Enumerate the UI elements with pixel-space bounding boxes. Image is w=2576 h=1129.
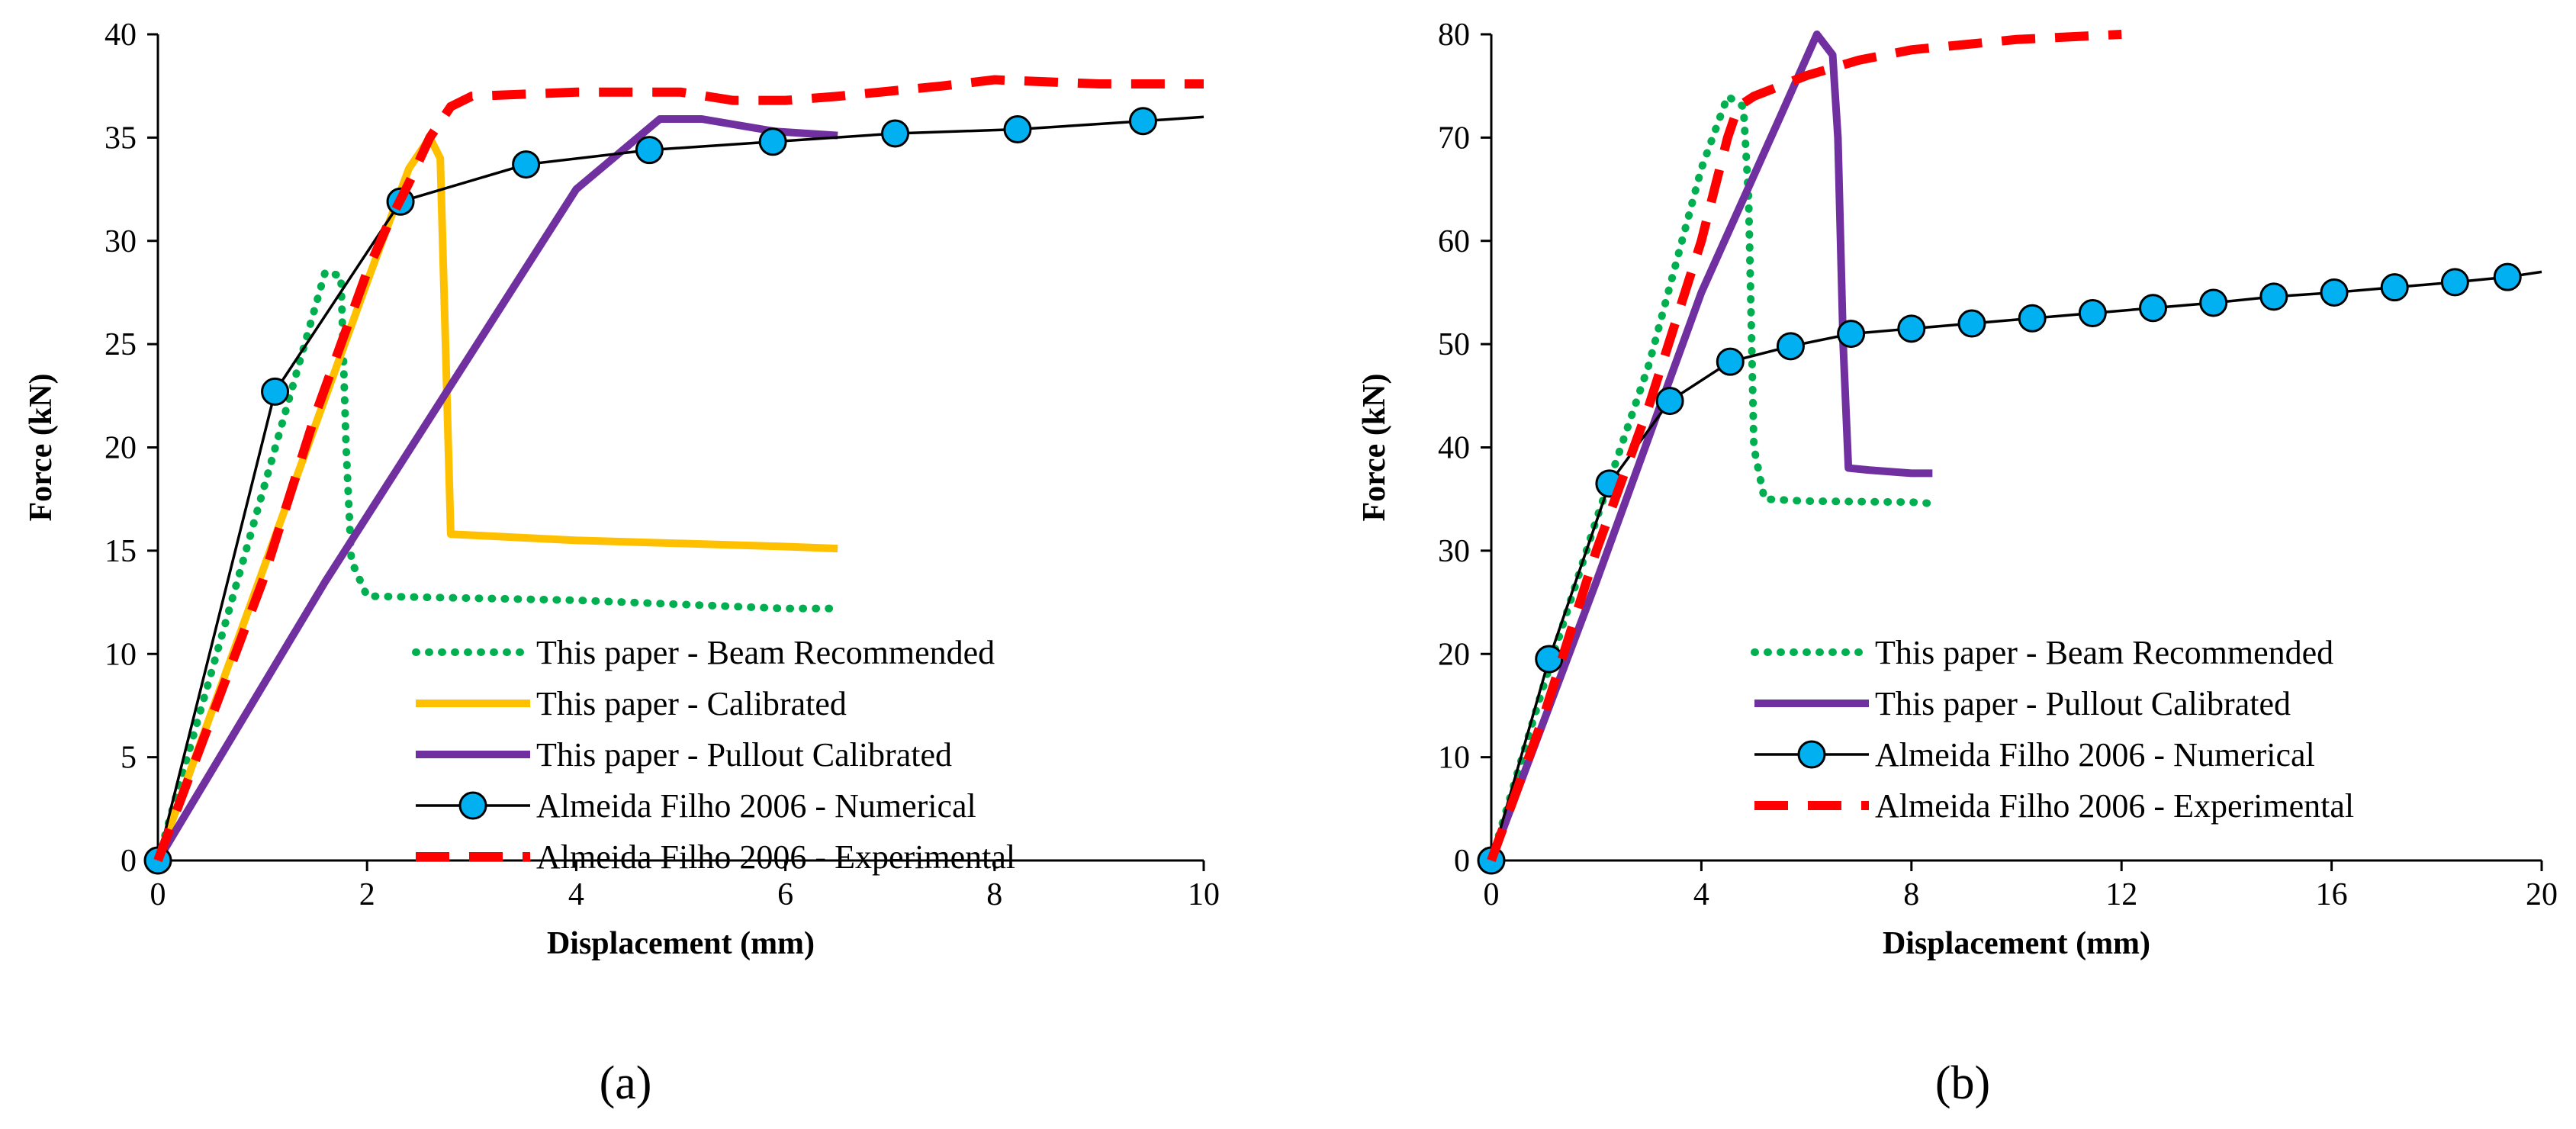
legend-item: This paper - Calibrated bbox=[416, 685, 847, 722]
data-point-marker bbox=[2320, 278, 2349, 307]
chart-panel-b: 0 4 8 12 16 20 0 10 20 30 40 50 60 70 80 Displacement (… bbox=[1357, 18, 2558, 1109]
y-tick-label: 30 bbox=[1438, 534, 1470, 569]
y-tick-label: 15 bbox=[105, 534, 137, 569]
y-axis-title: Force (kN) bbox=[24, 374, 59, 522]
x-tick-label: 16 bbox=[2316, 877, 2348, 912]
legend-marker bbox=[458, 791, 487, 820]
y-tick-label: 20 bbox=[1438, 637, 1470, 672]
y-tick-label: 80 bbox=[1438, 18, 1470, 53]
data-point-marker bbox=[1897, 314, 1926, 343]
legend-item: This paper - Beam Recommended bbox=[1751, 634, 2333, 671]
y-tick-label: 40 bbox=[105, 18, 137, 53]
data-point-marker bbox=[1957, 309, 1986, 338]
y-tick-label: 0 bbox=[121, 844, 137, 879]
legend-label: This paper - Pullout Calibrated bbox=[1875, 685, 2291, 722]
x-tick-label: 0 bbox=[1484, 877, 1500, 912]
x-tick-label: 4 bbox=[568, 877, 584, 912]
y-tick-label: 60 bbox=[1438, 224, 1470, 259]
data-point-marker bbox=[261, 377, 290, 406]
legend-item: Almeida Filho 2006 - Numerical bbox=[1754, 736, 2315, 774]
x-tick-label: 8 bbox=[1903, 877, 1919, 912]
y-tick-label: 20 bbox=[105, 431, 137, 466]
series-line-1 bbox=[154, 267, 842, 864]
data-point-marker bbox=[2259, 282, 2288, 311]
series-line-4 bbox=[156, 115, 1204, 861]
legend-item: Almeida Filho 2006 - Experimental bbox=[416, 838, 1015, 876]
x-tick-label: 0 bbox=[150, 877, 166, 912]
x-tick-label: 2 bbox=[359, 877, 375, 912]
data-point-marker bbox=[2139, 294, 2168, 323]
legend-label: This paper - Beam Recommended bbox=[536, 634, 995, 671]
data-point-marker bbox=[1716, 347, 1745, 376]
series-line-4 bbox=[1487, 30, 2122, 863]
legend-label: Almeida Filho 2006 - Numerical bbox=[536, 787, 976, 825]
data-point-marker bbox=[1655, 387, 1684, 416]
y-axis-title: Force (kN) bbox=[1357, 374, 1392, 522]
legend-label: This paper - Calibrated bbox=[536, 685, 847, 722]
legend-label: This paper - Pullout Calibrated bbox=[536, 736, 952, 774]
data-point-marker bbox=[881, 119, 910, 148]
data-point-marker bbox=[512, 150, 541, 179]
chart-panel-a: 0 2 4 6 8 10 0 5 10 15 20 25 30 35 40 Displacement (mm)… bbox=[24, 18, 1220, 1109]
legend-item: This paper - Beam Recommended bbox=[412, 634, 995, 671]
y-tick-label: 50 bbox=[1438, 327, 1470, 362]
legend: This paper - Beam Recommended This paper … bbox=[412, 634, 1015, 876]
legend-item: Almeida Filho 2006 - Numerical bbox=[416, 787, 976, 825]
x-tick-label: 12 bbox=[2105, 877, 2137, 912]
series-line-2 bbox=[1487, 31, 1933, 862]
data-point-marker bbox=[1535, 645, 1564, 674]
y-tick-label: 70 bbox=[1438, 121, 1470, 156]
data-point-marker bbox=[1128, 107, 1157, 136]
legend-item: Almeida Filho 2006 - Experimental bbox=[1754, 787, 2354, 825]
y-tick-label: 10 bbox=[105, 637, 137, 672]
legend-label: This paper - Beam Recommended bbox=[1875, 634, 2333, 671]
panel-caption: (b) bbox=[1935, 1057, 1990, 1109]
data-point-marker bbox=[1837, 320, 1866, 349]
data-point-marker bbox=[2199, 288, 2228, 317]
data-point-marker bbox=[2380, 273, 2409, 302]
data-point-marker bbox=[2078, 299, 2107, 328]
data-point-marker bbox=[2018, 304, 2047, 333]
y-tick-label: 25 bbox=[105, 327, 137, 362]
data-point-marker bbox=[1003, 115, 1032, 144]
y-tick-label: 35 bbox=[105, 121, 137, 156]
legend: This paper - Beam Recommended This paper … bbox=[1751, 634, 2354, 825]
data-point-marker bbox=[1776, 332, 1805, 361]
x-axis-title: Displacement (mm) bbox=[1883, 926, 2150, 961]
x-tick-label: 4 bbox=[1693, 877, 1709, 912]
plot-area bbox=[143, 75, 1204, 875]
legend-marker bbox=[1797, 740, 1826, 769]
data-point-marker bbox=[2493, 262, 2522, 291]
y-tick-label: 40 bbox=[1438, 431, 1470, 466]
legend-item: This paper - Pullout Calibrated bbox=[416, 736, 952, 774]
x-tick-label: 20 bbox=[2526, 877, 2558, 912]
y-tick-label: 5 bbox=[121, 741, 137, 776]
x-tick-label: 8 bbox=[986, 877, 1002, 912]
legend-item: This paper - Pullout Calibrated bbox=[1754, 685, 2291, 722]
y-tick-label: 30 bbox=[105, 224, 137, 259]
data-point-marker bbox=[758, 127, 787, 156]
legend-label: Almeida Filho 2006 - Experimental bbox=[536, 838, 1015, 876]
plot-area bbox=[1477, 30, 2542, 875]
series-line-1 bbox=[1487, 90, 1931, 864]
legend-label: Almeida Filho 2006 - Experimental bbox=[1875, 787, 2354, 825]
y-tick-label: 10 bbox=[1438, 741, 1470, 776]
x-axis-title: Displacement (mm) bbox=[547, 926, 815, 961]
legend-label: Almeida Filho 2006 - Numerical bbox=[1875, 736, 2315, 774]
x-tick-label: 6 bbox=[777, 877, 793, 912]
panel-caption: (a) bbox=[600, 1057, 652, 1109]
series-line-5 bbox=[153, 75, 1204, 863]
x-tick-label: 10 bbox=[1188, 877, 1220, 912]
data-point-marker bbox=[635, 136, 664, 165]
y-tick-label: 0 bbox=[1454, 844, 1470, 879]
data-point-marker bbox=[2440, 268, 2469, 297]
